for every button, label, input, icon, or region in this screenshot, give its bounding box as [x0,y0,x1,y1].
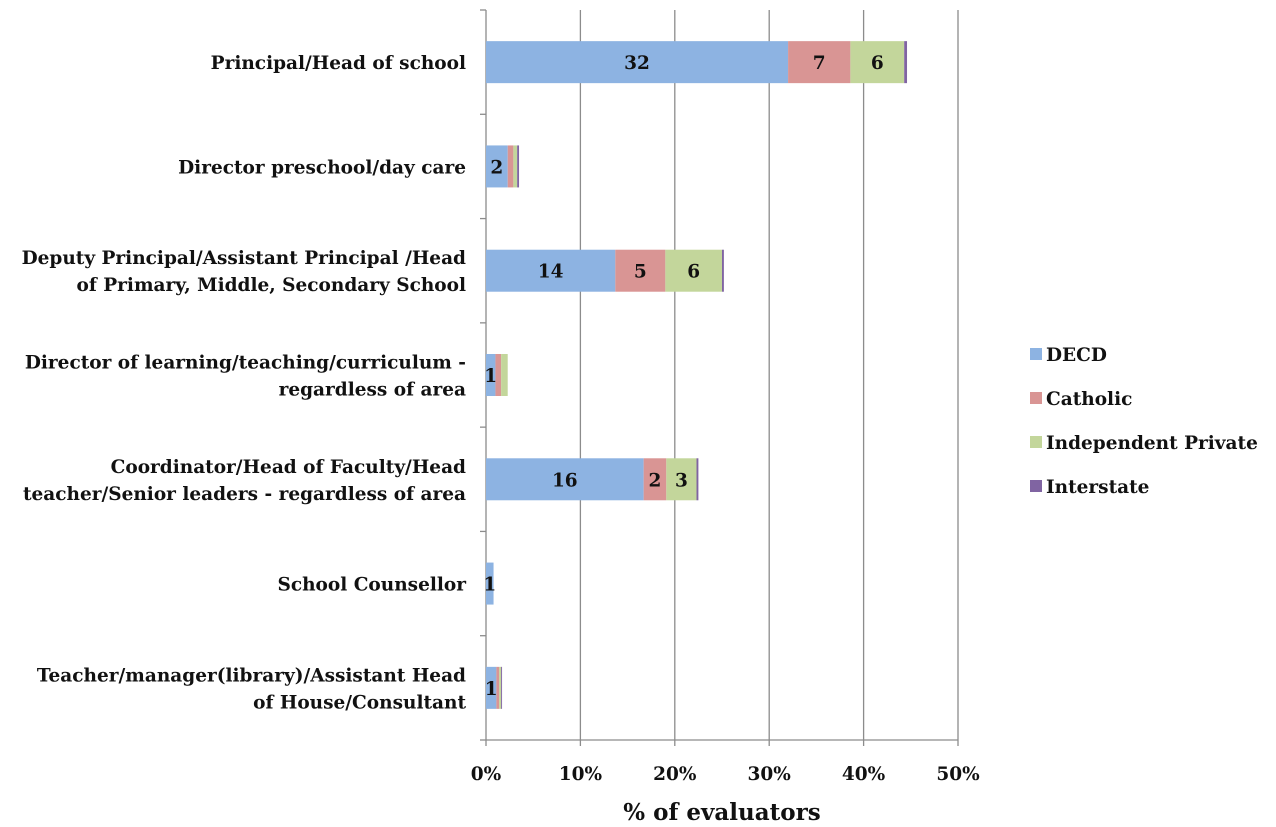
category-label: Principal/Head of school [211,53,466,74]
x-tick-label: 20% [653,764,697,785]
data-label: 6 [687,262,700,283]
bar-segment [643,458,667,501]
data-label: 14 [538,262,564,283]
bar-segment [486,458,644,501]
category-label: School Counsellor [277,575,466,596]
bar-segment [665,249,722,292]
bar-segment [507,145,514,188]
data-label: 2 [649,470,662,491]
legend-swatch [1030,480,1042,492]
data-label: 32 [624,53,650,74]
bar-segment [486,666,497,709]
category-label: Teacher/manager(library)/Assistant Head [37,665,466,686]
bar-segment [666,458,697,501]
bar-segment [513,145,518,188]
category-label: Director of learning/teaching/curriculum… [25,353,466,374]
bar-segment [501,666,503,709]
bar-segment [495,354,502,396]
category-label: teacher/Senior leaders - regardless of a… [23,484,466,505]
bar-segment [501,354,508,396]
bar-segment [496,666,500,709]
data-label: 1 [484,366,497,387]
legend-swatch [1030,436,1042,448]
bar-segment [486,249,616,292]
data-label: 2 [490,157,503,178]
legend-label: Interstate [1046,477,1149,498]
bar-segment [904,41,908,84]
bar-segment [696,458,699,501]
bar-segment [517,145,520,188]
data-label: 1 [483,575,496,596]
category-label: Coordinator/Head of Faculty/Head [111,457,466,478]
legend-label: Independent Private [1046,433,1258,454]
x-tick-label: 0% [471,764,502,785]
category-label: Deputy Principal/Assistant Principal /He… [22,248,466,269]
bar-segment [850,41,905,84]
x-axis-title: % of evaluators [623,799,820,826]
x-tick-label: 40% [842,764,886,785]
bar-segment [788,41,851,84]
bar-segment [486,562,494,605]
bar-segment [486,145,508,188]
x-tick-label: 30% [748,764,792,785]
bar-segment [722,249,724,292]
data-label: 6 [871,53,884,74]
category-label: of Primary, Middle, Secondary School [77,275,466,296]
data-label: 7 [813,53,826,74]
x-tick-label: 10% [559,764,603,785]
legend-label: Catholic [1046,389,1132,410]
legend-swatch [1030,348,1042,360]
legend-label: DECD [1046,345,1107,366]
data-label: 3 [675,470,688,491]
bar-segment [615,249,666,292]
category-label: of House/Consultant [253,692,466,713]
x-tick-label: 50% [936,764,980,785]
data-label: 1 [485,679,498,700]
category-label: regardless of area [279,380,466,401]
bar-segment [486,41,789,84]
bar-segment [499,666,502,709]
data-label: 16 [552,470,578,491]
category-label: Director preschool/day care [178,157,466,178]
legend-swatch [1030,392,1042,404]
data-label: 5 [634,262,647,283]
bar-segment [486,354,496,396]
